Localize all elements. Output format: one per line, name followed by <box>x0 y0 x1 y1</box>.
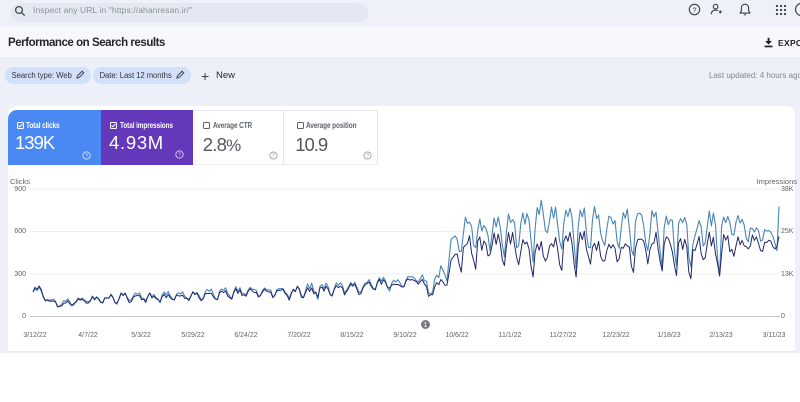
svg-text:?: ? <box>85 153 88 159</box>
svg-text:?: ? <box>366 153 369 159</box>
svg-text:1: 1 <box>424 322 428 329</box>
svg-text:?: ? <box>272 153 275 159</box>
svg-text:?: ? <box>692 5 696 14</box>
svg-text:?: ? <box>178 153 181 159</box>
